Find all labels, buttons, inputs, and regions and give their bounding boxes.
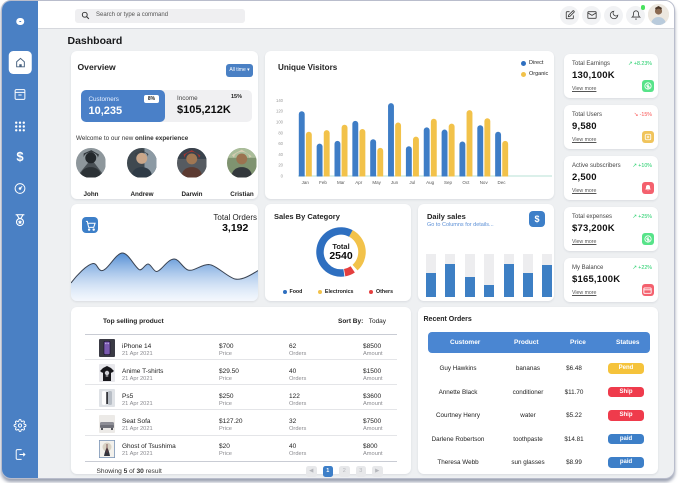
svg-text:20: 20 xyxy=(278,163,283,168)
svg-text:Dec: Dec xyxy=(498,180,507,185)
svg-text:May: May xyxy=(372,180,381,185)
svg-text:0: 0 xyxy=(281,174,284,179)
svg-text:Jul: Jul xyxy=(409,180,415,185)
svg-text:140: 140 xyxy=(276,98,284,103)
svg-text:60: 60 xyxy=(278,141,283,146)
svg-text:Nov: Nov xyxy=(480,180,489,185)
svg-text:Jan: Jan xyxy=(302,180,310,185)
svg-text:Sep: Sep xyxy=(444,180,453,185)
svg-text:Jun: Jun xyxy=(391,180,399,185)
svg-text:120: 120 xyxy=(276,109,284,114)
svg-text:Mar: Mar xyxy=(337,180,345,185)
svg-text:Feb: Feb xyxy=(319,180,327,185)
svg-text:100: 100 xyxy=(276,120,284,125)
svg-text:80: 80 xyxy=(278,130,283,135)
svg-text:Aug: Aug xyxy=(426,180,435,185)
svg-text:40: 40 xyxy=(278,152,283,157)
svg-text:Apr: Apr xyxy=(355,180,363,185)
svg-text:Oct: Oct xyxy=(462,180,470,185)
